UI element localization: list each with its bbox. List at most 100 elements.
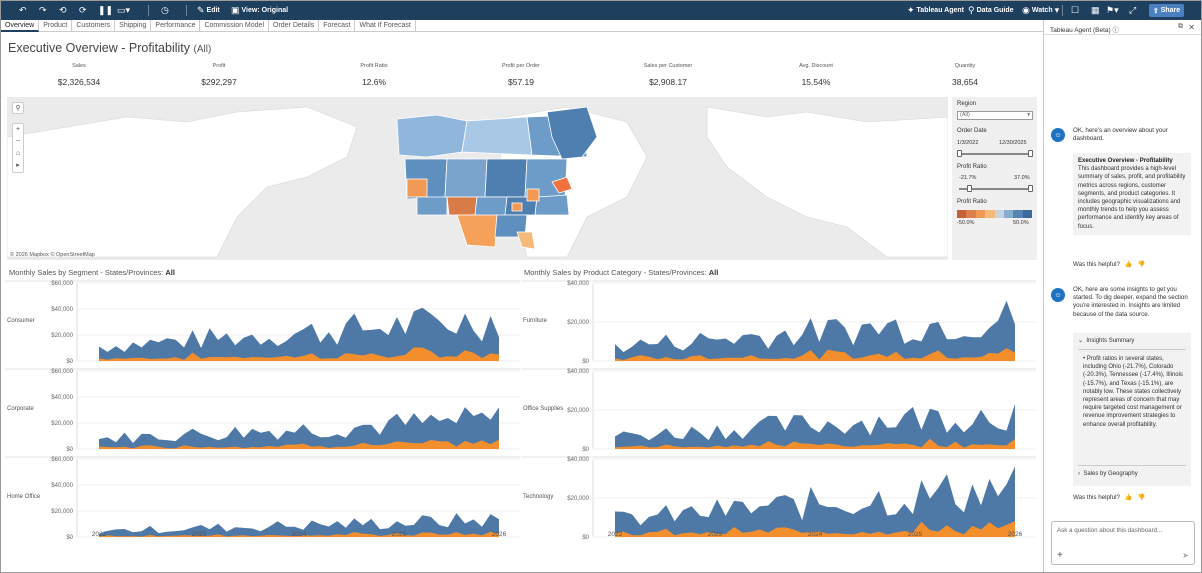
- thumbs-down-icon[interactable]: 👎: [1137, 261, 1146, 268]
- feedback-row: Was this helpful? 👍 👎: [1073, 493, 1146, 502]
- insights-summary-toggle[interactable]: ⌄ Insights Summary: [1078, 337, 1134, 344]
- sales-by-geography-toggle[interactable]: › Sales by Geography: [1078, 471, 1138, 477]
- year-label: 2023: [708, 531, 723, 538]
- thumbs-up-icon[interactable]: 👍: [1124, 261, 1133, 268]
- data-guide-button[interactable]: ⚲ Data Guide: [968, 1, 1014, 20]
- year-label: 2024: [292, 531, 307, 538]
- row-label: Corporate: [7, 406, 34, 412]
- profit-area[interactable]: [615, 521, 1015, 537]
- tick-label: $20,000: [51, 421, 73, 427]
- agent-message: OK, here's an overview about your dashbo…: [1073, 127, 1168, 143]
- tab-forecast[interactable]: Forecast: [319, 20, 356, 31]
- sales-area[interactable]: [615, 300, 1015, 361]
- profit-ratio-filter-label: Profit Ratio: [957, 164, 987, 170]
- thumbs-up-icon[interactable]: 👍: [1124, 494, 1133, 501]
- tab-performance[interactable]: Performance: [151, 20, 201, 31]
- view-icon: ▣: [231, 5, 240, 15]
- legend-swatch: [966, 210, 976, 218]
- legend-swatch: [975, 210, 986, 218]
- tick-label: $0: [582, 359, 589, 365]
- refresh-icon[interactable]: ⟳: [79, 5, 87, 15]
- tab-commission-model[interactable]: Commission Model: [200, 20, 270, 31]
- kpi-label: Profit Ratio: [360, 63, 388, 69]
- tick-label: $0: [66, 535, 73, 541]
- profit-map[interactable]: ⚲ + − ⌂ ▸ © 2026 Mapbox © OpenStreetMap: [7, 97, 948, 260]
- send-icon[interactable]: ➤: [1182, 551, 1189, 560]
- ask-input[interactable]: Ask a question about this dashboard... +…: [1051, 521, 1195, 565]
- slider-handle-end[interactable]: [1028, 150, 1033, 157]
- redo-icon[interactable]: ↷: [39, 5, 47, 15]
- view-button[interactable]: ▣ View: Original: [231, 1, 288, 20]
- sales-area[interactable]: [615, 466, 1015, 538]
- map-attribution: © 2026 Mapbox © OpenStreetMap: [10, 252, 95, 258]
- info-icon[interactable]: ⓘ: [1112, 27, 1120, 34]
- kpi-profit: Profit $292,297: [159, 63, 279, 87]
- kpi-value: $2,908.17: [649, 77, 687, 87]
- agent-label: Tableau Agent: [916, 7, 964, 14]
- insights-text: Profit ratios in several states, includi…: [1083, 356, 1183, 428]
- legend-swatch: [957, 210, 967, 218]
- slider-handle-start[interactable]: [957, 150, 962, 157]
- row-label: Office Supplies: [523, 406, 563, 412]
- row-label: Consumer: [7, 318, 35, 324]
- add-icon[interactable]: +: [1057, 550, 1063, 561]
- watch-button[interactable]: ◉ Watch ▾: [1022, 5, 1060, 15]
- region-dropdown[interactable]: (All) ▾: [957, 111, 1033, 120]
- sales-area[interactable]: [99, 407, 499, 449]
- pause-icon[interactable]: ❚❚: [98, 5, 114, 15]
- agent-avatar-icon: ☺: [1051, 128, 1065, 142]
- sales-area[interactable]: [99, 307, 499, 361]
- profit-area[interactable]: [615, 348, 1015, 361]
- undo-icon[interactable]: ↶: [19, 5, 27, 15]
- tab-customers[interactable]: Customers: [72, 20, 116, 31]
- metrics-icon[interactable]: ▦: [1091, 5, 1100, 15]
- tableau-agent-button[interactable]: ✦ Tableau Agent: [907, 1, 964, 20]
- comments-icon[interactable]: ☐: [1071, 5, 1080, 15]
- tick-label: $20,000: [51, 509, 73, 515]
- monthly-sales-charts: Consumer $60,000 $40,000 $20,000 $0 Corporate…: [5, 280, 1036, 541]
- edit-button[interactable]: ✎ Edit: [197, 1, 220, 20]
- profit-area[interactable]: [99, 439, 499, 449]
- row-label: Technology: [523, 494, 553, 500]
- present-icon[interactable]: ▭▾: [117, 5, 131, 15]
- fullscreen-icon[interactable]: ⤢: [1129, 5, 1137, 15]
- map-search-icon[interactable]: ⚲: [12, 102, 24, 114]
- feedback-row: Was this helpful? 👍 👎: [1073, 260, 1146, 269]
- tick-label: $40,000: [51, 395, 73, 401]
- profit-area[interactable]: [615, 438, 1015, 449]
- region-dropdown-value: (All): [960, 112, 970, 118]
- revert-icon[interactable]: ⟲: [59, 5, 67, 15]
- kpi-label: Sales per Customer: [643, 63, 693, 69]
- page-title: Executive Overview - Profitability (All): [8, 41, 211, 55]
- sales-area[interactable]: [99, 513, 499, 537]
- profit-area[interactable]: [99, 347, 499, 361]
- profit-ratio-slider[interactable]: [959, 185, 1033, 192]
- tick-label: $20,000: [567, 496, 589, 502]
- kpi-value: 15.54%: [801, 77, 831, 87]
- right-chart-filter: All: [708, 268, 719, 277]
- slider-handle-start[interactable]: [967, 185, 972, 192]
- chevron-right-icon: ›: [1078, 471, 1080, 477]
- tab-shipping[interactable]: Shipping: [115, 20, 152, 31]
- new-chat-icon[interactable]: ⧉: [1178, 23, 1183, 30]
- notifications-icon[interactable]: ⚑▾: [1106, 5, 1119, 15]
- tab-overview[interactable]: Overview: [1, 20, 40, 32]
- thumbs-down-icon[interactable]: 👎: [1137, 494, 1146, 501]
- filter-panel: Region (All) ▾ Order Date 1/3/2022 12/30/…: [952, 97, 1037, 260]
- slider-handle-end[interactable]: [1028, 185, 1033, 192]
- history-icon[interactable]: ◷: [161, 5, 169, 15]
- sales-area[interactable]: [615, 403, 1015, 449]
- map-zoom-controls[interactable]: + − ⌂ ▸: [12, 123, 24, 173]
- agent-icon: ✦: [907, 5, 915, 15]
- right-chart-title: Monthly Sales by Product Category - Stat…: [524, 268, 718, 277]
- insights-summary-title: Insights Summary: [1086, 338, 1135, 344]
- tick-label: $60,000: [51, 281, 73, 287]
- share-button[interactable]: ⇪ Share: [1149, 4, 1184, 17]
- profit-area[interactable]: [99, 531, 499, 537]
- tab-what-if-forecast[interactable]: What If Forecast: [355, 20, 416, 31]
- tab-order-details[interactable]: Order Details: [269, 20, 320, 31]
- tab-product[interactable]: Product: [39, 20, 73, 31]
- row-label: Furniture: [523, 318, 548, 324]
- order-date-slider[interactable]: [957, 150, 1033, 157]
- close-icon[interactable]: ✕: [1188, 23, 1195, 32]
